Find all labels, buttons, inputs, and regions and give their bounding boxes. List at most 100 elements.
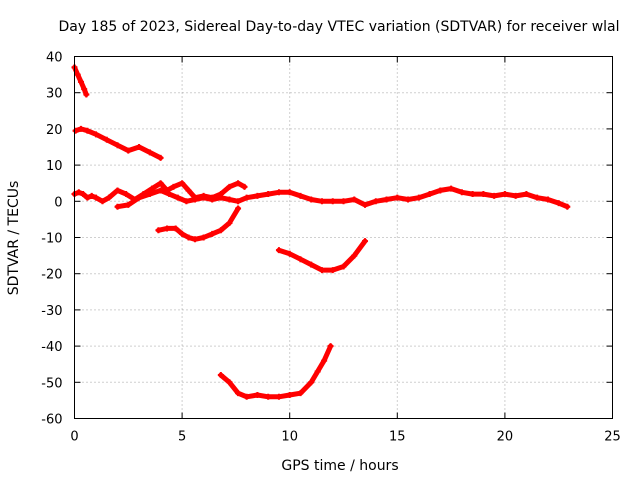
data-point — [286, 189, 293, 196]
data-point — [329, 267, 336, 274]
data-point — [88, 192, 95, 199]
data-point — [217, 227, 224, 234]
data-point — [351, 196, 358, 203]
series-arc-4 — [114, 185, 571, 210]
data-point — [75, 189, 82, 196]
data-point — [394, 194, 401, 201]
data-point — [103, 136, 110, 143]
data-point — [172, 225, 179, 232]
data-point — [114, 142, 121, 149]
data-point — [114, 203, 121, 210]
data-point — [308, 379, 315, 386]
chart-title: Day 185 of 2023, Sidereal Day-to-day VTE… — [58, 19, 619, 35]
data-point — [83, 91, 90, 98]
data-point — [480, 191, 487, 198]
data-point — [564, 203, 571, 210]
data-point — [235, 390, 242, 397]
data-point — [81, 86, 88, 93]
data-point — [458, 189, 465, 196]
data-point — [243, 393, 250, 400]
data-point — [329, 198, 336, 205]
data-point — [235, 180, 242, 187]
data-point — [157, 187, 164, 194]
tick-layer: -60 -50 -40 -30 -20 -10 0 10 20 30 40 0 5 10 15 20 25 — [41, 51, 621, 445]
data-point — [77, 125, 84, 132]
data-point — [297, 256, 304, 263]
series-trace — [115, 186, 570, 210]
series-trace — [155, 206, 241, 242]
data-point — [512, 192, 519, 199]
data-point — [179, 230, 186, 237]
data-point — [235, 205, 242, 212]
data-point — [534, 194, 541, 201]
data-point — [192, 236, 199, 243]
data-point — [235, 198, 242, 205]
data-point — [286, 391, 293, 398]
data-point — [275, 247, 282, 254]
data-point — [340, 263, 347, 270]
data-point — [318, 267, 325, 274]
data-point — [491, 192, 498, 199]
data-point — [217, 194, 224, 201]
data-point — [265, 191, 272, 198]
data-point — [286, 250, 293, 257]
series-arc-6 — [275, 238, 369, 274]
data-point — [308, 196, 315, 203]
data-point — [157, 180, 164, 187]
data-point — [555, 200, 562, 207]
data-point — [125, 147, 132, 154]
data-point — [155, 227, 162, 234]
data-point — [351, 252, 358, 259]
data-point — [217, 372, 224, 379]
data-point — [183, 198, 190, 205]
y-tick-label: 30 — [46, 87, 63, 102]
x-axis-label: GPS time / hours — [281, 458, 398, 474]
x-tick-label: 0 — [70, 430, 78, 445]
data-point — [185, 187, 192, 194]
data-point — [114, 187, 121, 194]
data-point — [166, 191, 173, 198]
data-point — [318, 198, 325, 205]
data-point — [136, 194, 143, 201]
series-arc-7 — [217, 343, 334, 400]
data-point — [321, 357, 328, 364]
data-point — [265, 393, 272, 400]
grid-layer — [74, 56, 613, 419]
data-point — [254, 192, 261, 199]
data-point — [314, 368, 321, 375]
y-tick-label: -50 — [41, 376, 62, 391]
data-point — [209, 230, 216, 237]
data-point — [99, 198, 106, 205]
y-tick-label: -60 — [41, 413, 62, 428]
data-point — [362, 201, 369, 208]
data-point — [226, 183, 233, 190]
x-tick-label: 25 — [604, 430, 621, 445]
data-point — [192, 196, 199, 203]
data-point — [77, 78, 84, 85]
data-point — [226, 379, 233, 386]
data-point — [308, 261, 315, 268]
data-point — [125, 201, 132, 208]
data-point — [164, 225, 171, 232]
data-point — [200, 234, 207, 241]
data-point — [501, 191, 508, 198]
data-point — [383, 196, 390, 203]
data-point — [426, 191, 433, 198]
data-point — [200, 194, 207, 201]
data-point — [275, 393, 282, 400]
y-tick-label: -30 — [41, 304, 62, 319]
data-point — [157, 154, 164, 161]
y-tick-label: 0 — [54, 195, 62, 210]
data-point — [136, 144, 143, 150]
x-tick-label: 5 — [178, 430, 186, 445]
data-point — [469, 191, 476, 198]
data-point — [241, 183, 248, 190]
y-tick-label: -20 — [41, 268, 62, 283]
y-tick-label: -40 — [41, 340, 62, 355]
data-point — [74, 71, 81, 78]
data-point — [437, 187, 444, 194]
data-point — [93, 131, 100, 138]
data-point — [146, 191, 153, 198]
y-tick-label: 40 — [46, 51, 63, 66]
series-trace — [73, 126, 164, 161]
